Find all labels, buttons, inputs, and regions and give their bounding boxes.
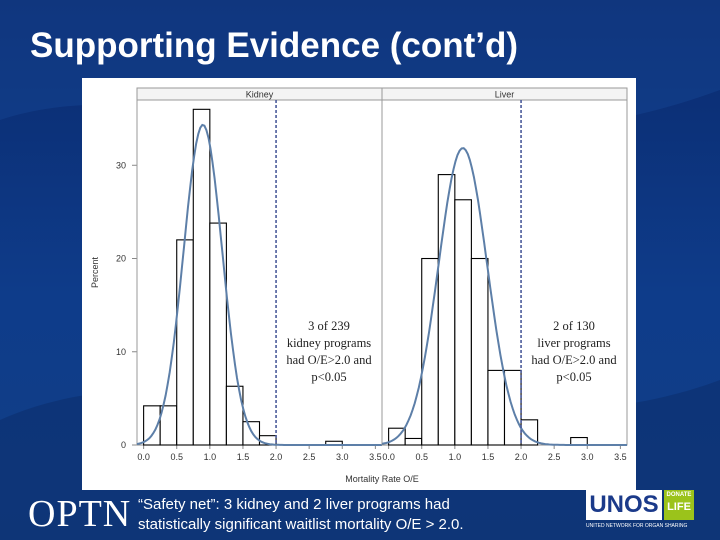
panel-header	[381, 87, 628, 101]
x-tick-label: 3.0	[336, 452, 349, 462]
unos-tagline: UNITED NETWORK FOR ORGAN SHARING	[586, 523, 688, 529]
x-tick-label: 2.0	[515, 452, 528, 462]
annotation-text: 3 of 239	[308, 319, 350, 333]
x-tick-label: 1.0	[449, 452, 462, 462]
histogram-bar	[192, 108, 211, 446]
caption-line-2: statistically significant waitlist morta…	[138, 516, 464, 533]
x-tick-label: 0.5	[415, 452, 428, 462]
histogram-bar	[437, 174, 456, 446]
annotation-text: p<0.05	[556, 370, 591, 384]
chart-panel: 0 10 20 30 Percent Kidney 0.0 0.5 1.0 1.5 2.0 2.5 3.…	[82, 78, 636, 490]
x-tick-label: 0.0	[382, 452, 395, 462]
panel-title: Liver	[495, 90, 515, 100]
x-tick-label: 3.5	[369, 452, 382, 462]
histogram-bar	[570, 436, 588, 446]
caption-line-1: “Safety net”: 3 kidney and 2 liver progr…	[138, 496, 450, 513]
x-tick-label: 1.0	[204, 452, 217, 462]
annotation-text: liver programs	[537, 336, 610, 350]
slide-title: Supporting Evidence (cont’d)	[30, 26, 519, 65]
x-tick-label: 2.5	[548, 452, 561, 462]
x-axis-label: Mortality Rate O/E	[345, 474, 419, 484]
donate-life-badge: DONATE LIFE	[664, 490, 694, 520]
x-tick-label: 3.0	[581, 452, 594, 462]
donate-label: DONATE	[666, 492, 692, 498]
unos-logo: UNOS DONATE LIFE UNITED NETWORK FOR ORGA…	[586, 490, 696, 532]
density-curve	[136, 123, 382, 446]
density-curve	[381, 147, 627, 446]
y-tick-label: 20	[116, 254, 126, 264]
y-tick-label: 30	[116, 160, 126, 170]
histogram-chart: 0 10 20 30 Percent Kidney 0.0 0.5 1.0 1.5 2.0 2.5 3.…	[90, 87, 628, 484]
y-tick-label: 0	[121, 440, 126, 450]
x-tick-label: 1.5	[482, 452, 495, 462]
histogram-bar	[225, 385, 244, 446]
x-tick-label: 3.5	[614, 452, 627, 462]
histogram-bar	[454, 199, 472, 446]
y-axis-label: Percent	[90, 256, 100, 288]
panel-title: Kidney	[246, 90, 274, 100]
histogram-bar	[487, 369, 506, 446]
panel-frame	[136, 87, 383, 446]
x-tick-label: 2.5	[303, 452, 316, 462]
life-label: LIFE	[667, 501, 691, 513]
histogram-bar	[209, 222, 227, 446]
annotation-text: p<0.05	[311, 370, 346, 384]
x-tick-label: 0.5	[170, 452, 183, 462]
y-tick-label: 10	[116, 347, 126, 357]
histogram-bar	[176, 239, 194, 446]
histogram-bar	[470, 257, 489, 446]
annotation-text: had O/E>2.0 and	[531, 353, 617, 367]
annotation-text: kidney programs	[287, 336, 371, 350]
x-tick-label: 1.5	[237, 452, 250, 462]
x-tick-label: 2.0	[270, 452, 283, 462]
histogram-bar	[242, 421, 261, 446]
footer-caption: “Safety net”: 3 kidney and 2 liver progr…	[138, 495, 578, 535]
optn-logo: OPTN	[28, 493, 132, 535]
unos-wordmark: UNOS	[586, 490, 662, 520]
annotation-text: 2 of 130	[553, 319, 595, 333]
histogram-bar	[404, 437, 423, 446]
x-tick-label: 0.0	[137, 452, 150, 462]
annotation-text: had O/E>2.0 and	[286, 353, 372, 367]
